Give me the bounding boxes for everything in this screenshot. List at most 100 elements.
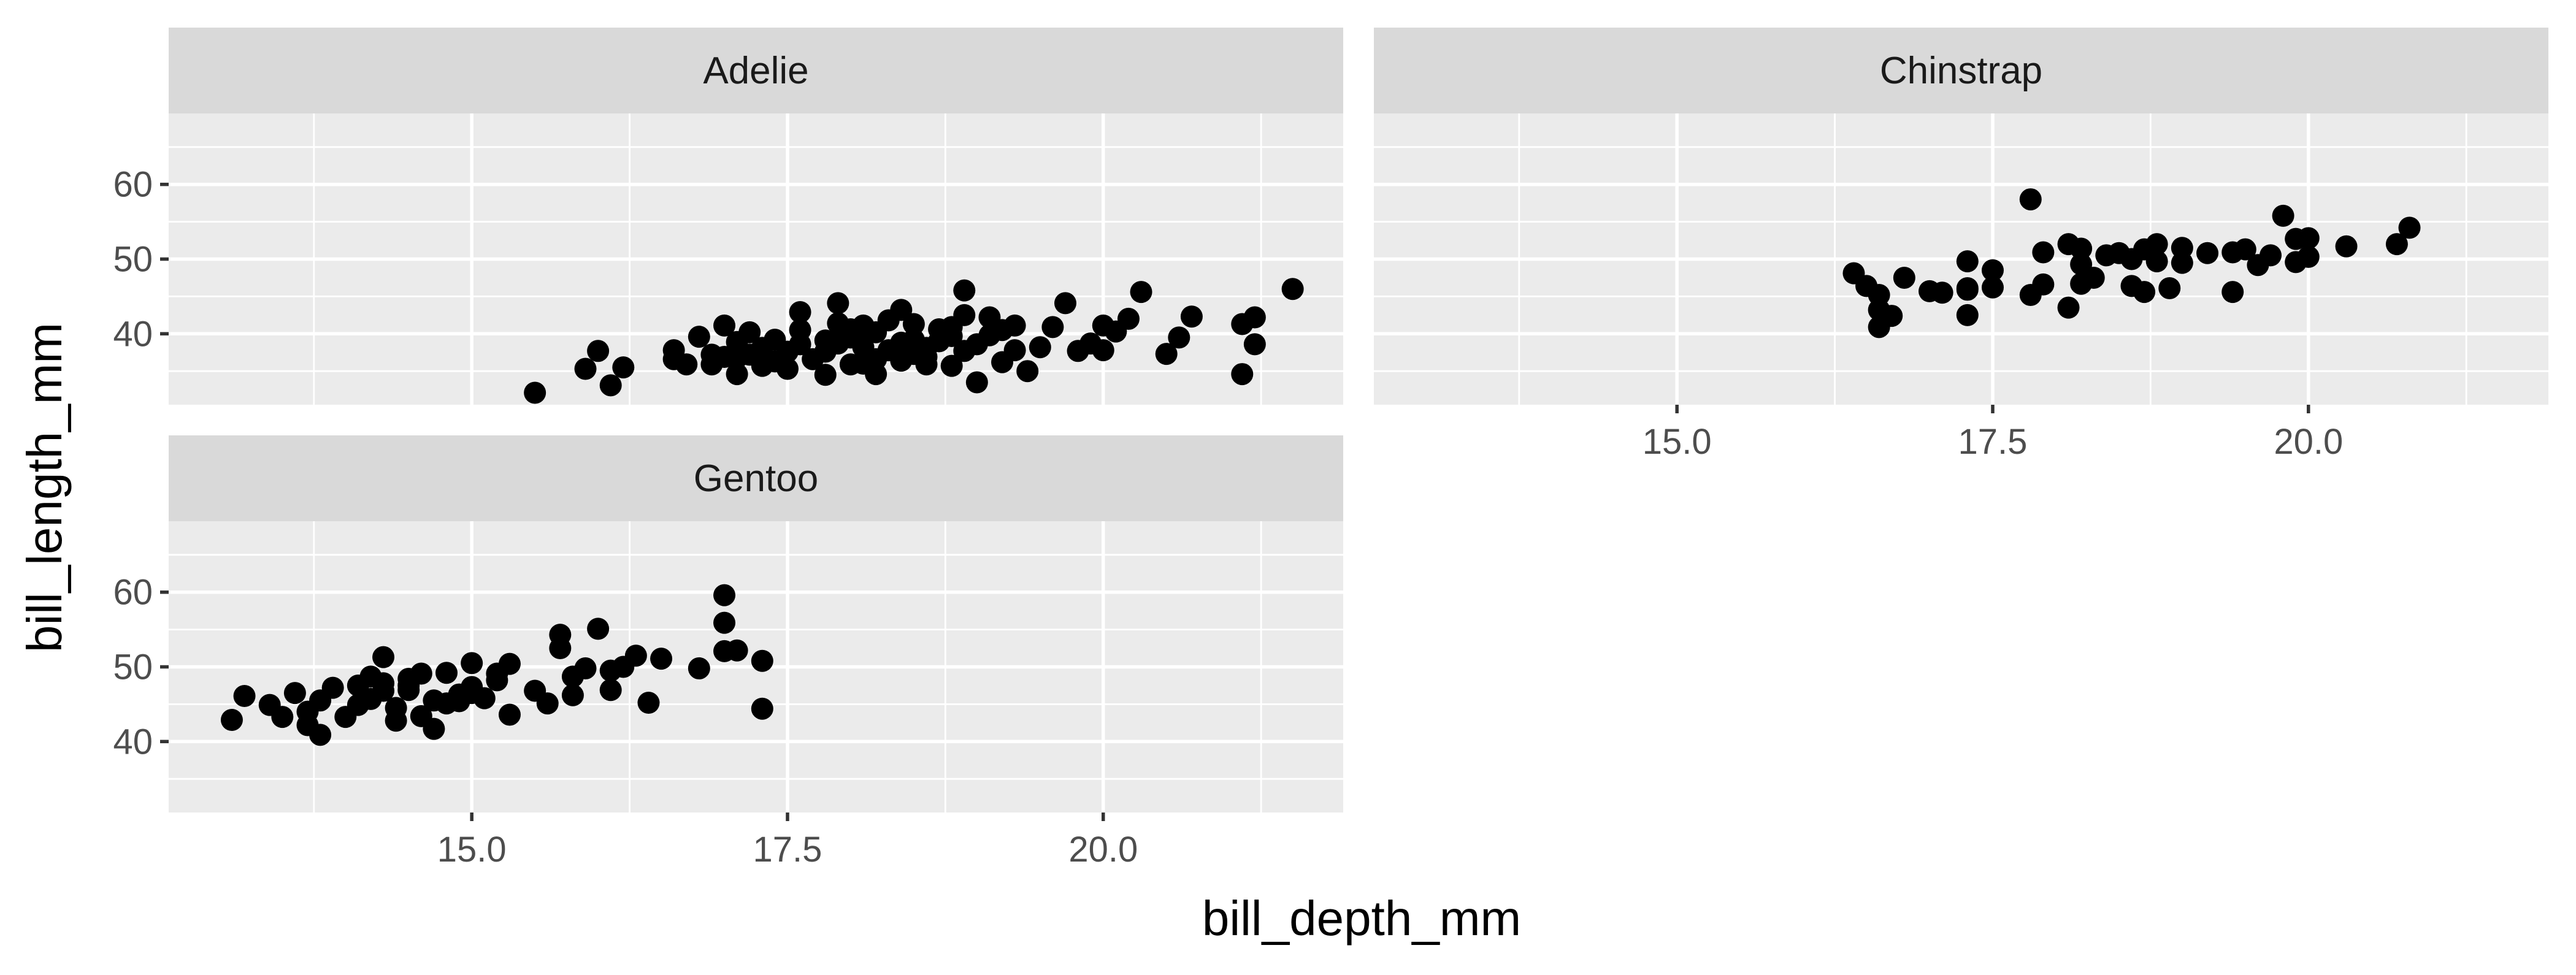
- data-point: [599, 374, 622, 397]
- facet-strip-label: Gentoo: [694, 457, 818, 500]
- data-point: [498, 652, 521, 675]
- x-tick-label: 17.5: [753, 830, 822, 870]
- data-point: [751, 649, 773, 672]
- data-point: [2019, 188, 2042, 211]
- data-point: [2385, 233, 2408, 256]
- data-points: [1842, 188, 2421, 338]
- data-point: [524, 381, 546, 404]
- data-point: [220, 708, 243, 731]
- data-point: [827, 292, 849, 315]
- facet-chinstrap: Chinstrap: [1374, 28, 2548, 405]
- data-point: [965, 371, 988, 394]
- data-point: [751, 697, 773, 720]
- data-point: [1231, 363, 1254, 386]
- data-point: [461, 652, 483, 675]
- data-point: [650, 648, 673, 670]
- data-point: [1281, 278, 1304, 300]
- data-point: [2133, 281, 2156, 304]
- facet-strip-label: Adelie: [703, 50, 808, 92]
- data-point: [865, 363, 887, 386]
- data-point: [624, 644, 647, 667]
- y-tick-label: 50: [113, 240, 153, 280]
- y-tick-label: 40: [113, 314, 153, 354]
- data-point: [1956, 304, 1979, 326]
- data-point: [372, 646, 395, 668]
- data-point: [2272, 204, 2294, 227]
- data-point: [1180, 305, 1203, 328]
- data-point: [271, 706, 294, 728]
- data-point: [2032, 273, 2055, 296]
- data-point: [2032, 241, 2055, 264]
- y-tick-label: 60: [113, 573, 153, 613]
- data-point: [2221, 281, 2244, 304]
- data-point: [2335, 235, 2358, 258]
- data-point: [2082, 266, 2105, 289]
- data-point: [991, 319, 1014, 342]
- data-point: [2196, 242, 2219, 264]
- x-tick-label: 15.0: [437, 830, 507, 870]
- data-point: [1893, 266, 1915, 289]
- data-point: [612, 356, 635, 379]
- y-axis-title: bill_length_mm: [17, 323, 72, 652]
- data-point: [713, 314, 736, 337]
- data-point: [2171, 237, 2193, 259]
- data-point: [1931, 281, 1953, 304]
- data-points: [220, 584, 773, 746]
- data-point: [321, 676, 344, 699]
- data-point: [2070, 237, 2093, 260]
- data-point: [498, 703, 521, 726]
- data-point: [587, 340, 610, 362]
- data-point: [2158, 277, 2181, 299]
- y-tick-label: 60: [113, 165, 153, 205]
- data-point: [902, 313, 925, 335]
- data-point: [423, 717, 445, 740]
- facet-panels: Adelie Chinstrap Gentoo: [169, 28, 2548, 812]
- facet-strip: [169, 435, 1343, 521]
- x-tick-label: 17.5: [1958, 422, 2028, 462]
- y-tick-label: 50: [113, 648, 153, 687]
- data-point: [1041, 316, 1064, 338]
- data-point: [599, 659, 622, 682]
- data-point: [1956, 278, 1979, 301]
- data-point: [372, 672, 395, 695]
- facet-gentoo: Gentoo: [169, 435, 1343, 812]
- facet-strip-label: Chinstrap: [1880, 50, 2042, 92]
- x-tick-label: 20.0: [1068, 830, 1138, 870]
- data-point: [1880, 305, 1903, 327]
- data-point: [688, 326, 710, 348]
- data-point: [940, 354, 963, 377]
- data-point: [587, 618, 610, 640]
- x-axis-title: bill_depth_mm: [1202, 891, 1521, 946]
- data-point: [2145, 233, 2168, 256]
- data-point: [1981, 259, 2004, 281]
- data-point: [1155, 343, 1178, 365]
- data-point: [1243, 333, 1266, 356]
- data-point: [852, 336, 875, 359]
- data-point: [1117, 307, 1140, 330]
- data-point: [2398, 216, 2421, 239]
- x-tick-label: 20.0: [2274, 422, 2343, 462]
- data-point: [574, 358, 597, 380]
- facet-strip: [169, 28, 1343, 113]
- data-point: [637, 691, 660, 714]
- data-point: [940, 316, 963, 338]
- data-point: [2221, 241, 2244, 264]
- data-point: [814, 364, 837, 386]
- data-point: [915, 353, 938, 376]
- data-point: [536, 692, 559, 715]
- data-point: [1956, 250, 1979, 273]
- data-point: [1016, 360, 1039, 383]
- data-point: [2259, 244, 2282, 267]
- data-point: [397, 674, 420, 697]
- data-point: [2120, 248, 2143, 270]
- facet-adelie: Adelie: [169, 28, 1343, 405]
- data-point: [789, 300, 811, 323]
- data-point: [789, 333, 811, 356]
- data-point: [435, 662, 458, 684]
- data-point: [738, 321, 761, 343]
- data-point: [688, 657, 710, 679]
- data-point: [776, 358, 799, 380]
- data-point: [385, 697, 407, 719]
- data-point: [953, 279, 976, 302]
- data-point: [726, 363, 748, 386]
